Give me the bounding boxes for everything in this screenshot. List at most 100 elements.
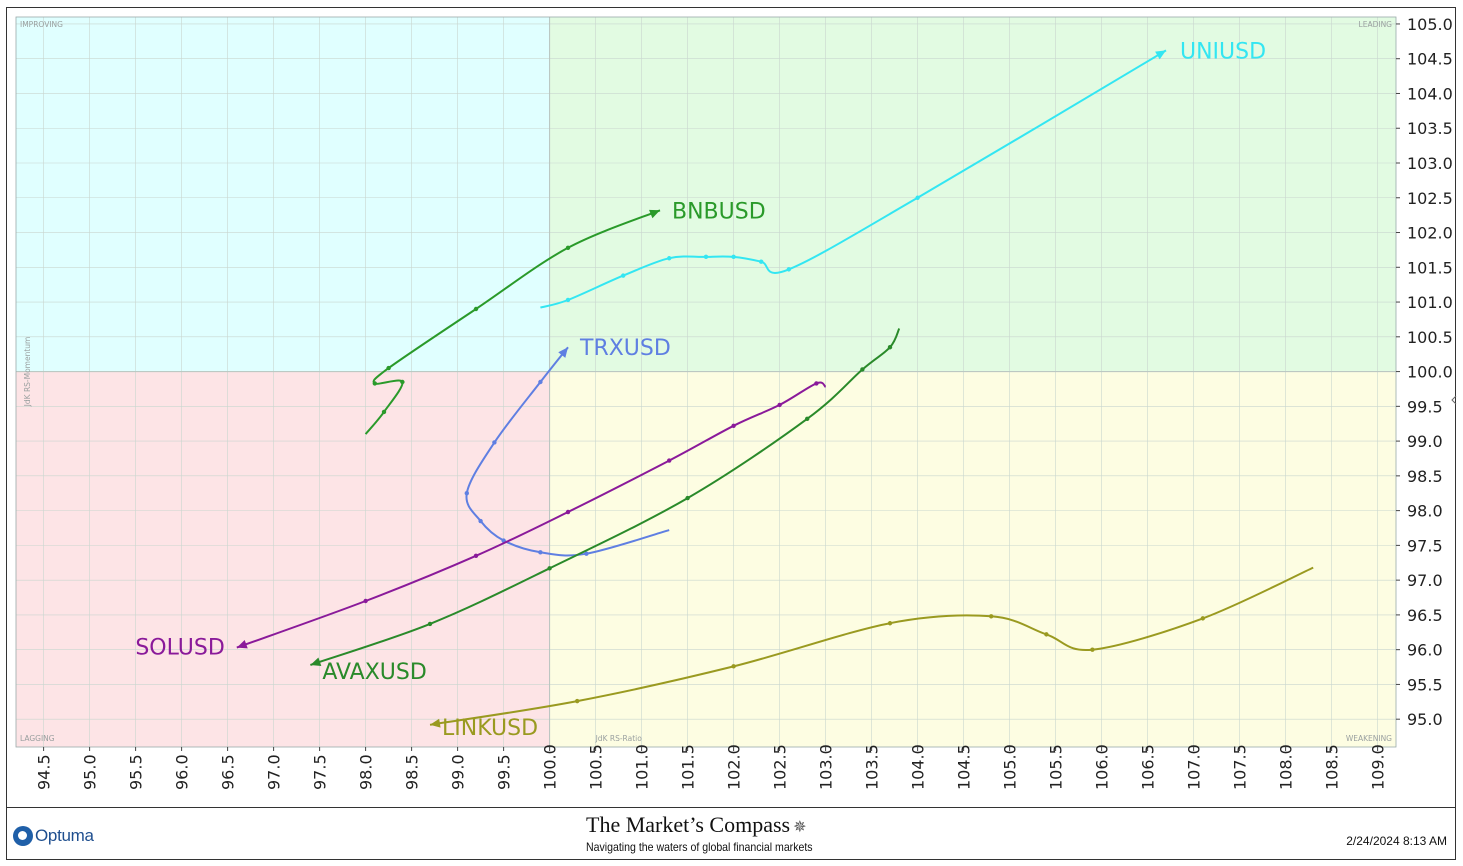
y-tick-label: 96.5 (1407, 606, 1443, 625)
y-tick-label: 101.0 (1407, 293, 1453, 312)
series-label-bnbusd: BNBUSD (672, 199, 766, 224)
y-axis-title: JdK RS-Momentum (23, 337, 32, 408)
series-point-bnbusd (386, 365, 391, 371)
series-avaxusd: AVAXUSD (310, 328, 901, 685)
series-label-solusd: SOLUSD (135, 636, 224, 661)
series-point-linkusd (887, 621, 893, 626)
series-point-trxusd (538, 379, 543, 385)
y-tick-label: 101.5 (1407, 258, 1453, 277)
x-tick-label: 95.0 (81, 754, 100, 790)
quadrant-leading (549, 17, 1396, 372)
y-tick-label: 105.0 (1407, 15, 1453, 34)
x-tick-label: 99.5 (495, 754, 514, 790)
series-point-avaxusd (887, 345, 893, 350)
series-solusd: SOLUSD (135, 381, 827, 661)
series-point-avaxusd (805, 416, 810, 422)
quadrant-label-lagging: LAGGING (20, 734, 55, 743)
series-point-avaxusd (547, 566, 552, 571)
y-tick-label: 102.0 (1407, 224, 1453, 243)
series-point-trxusd (464, 491, 469, 496)
y-tick-label: 103.0 (1407, 154, 1453, 173)
series-point-avaxusd (685, 495, 690, 501)
x-tick-label: 107.5 (1231, 744, 1250, 790)
series-arrowhead-uniusd (1155, 50, 1166, 60)
y-tick-label: 95.0 (1407, 710, 1443, 729)
x-tick-label: 94.5 (35, 754, 54, 790)
series-uniusd: UNIUSD (540, 39, 1266, 309)
series-point-trxusd (584, 551, 589, 556)
x-tick-label: 108.0 (1277, 744, 1296, 790)
x-tick-label: 106.0 (1093, 744, 1112, 790)
x-tick-label: 99.0 (449, 754, 468, 790)
x-tick-label: 105.0 (1001, 744, 1020, 790)
series-point-avaxusd (427, 621, 433, 627)
x-tick-label: 95.5 (127, 754, 146, 790)
x-tick-label: 108.5 (1323, 744, 1342, 790)
plot-border (15, 16, 1397, 748)
brand-title: The Market’s Compass (586, 812, 791, 837)
x-tick-label: 100.0 (541, 744, 560, 790)
series-point-linkusd (1044, 632, 1049, 637)
series-bnbusd: BNBUSD (364, 199, 766, 435)
series-point-bnbusd (400, 379, 405, 385)
x-tick-label: 107.0 (1185, 744, 1204, 790)
series-point-trxusd (492, 440, 497, 445)
rrg-chart: IMPROVING LEADING LAGGING WEAKENING JdK RS-R… (15, 15, 1457, 790)
x-tick-label: 103.0 (817, 744, 836, 790)
series-point-solusd (667, 458, 672, 463)
series-point-solusd (814, 381, 819, 386)
series-arrowhead-solusd (236, 639, 248, 649)
optuma-logo-icon (13, 826, 33, 846)
x-tick-label: 101.5 (679, 744, 698, 790)
series-point-trxusd (478, 518, 483, 524)
grid-lines (16, 17, 1396, 747)
x-axis-title: JdK RS-Ratio (595, 734, 643, 743)
x-tick-label: 103.5 (863, 744, 882, 790)
series-point-bnbusd (372, 381, 377, 386)
y-tick-label: 100.5 (1407, 328, 1453, 347)
series-line-uniusd (540, 49, 1167, 309)
x-tick-label: 98.5 (403, 754, 422, 790)
series-arrowhead-trxusd (558, 347, 568, 358)
series-point-avaxusd (860, 367, 865, 372)
y-tick-label: 97.0 (1407, 571, 1443, 590)
y-tick-label: 96.0 (1407, 641, 1443, 660)
series-label-avaxusd: AVAXUSD (322, 660, 426, 685)
x-tick-label: 104.0 (909, 744, 928, 790)
y-tick-label: 102.5 (1407, 189, 1453, 208)
quadrant-weakening (549, 371, 1396, 747)
x-tick-label: 109.0 (1369, 744, 1388, 790)
series-point-uniusd (915, 195, 920, 200)
y-tick-label: 103.5 (1407, 119, 1453, 138)
y-tick-label: 97.5 (1407, 536, 1443, 555)
y-tick-label: 104.5 (1407, 50, 1453, 69)
optuma-logo: Optuma (13, 826, 94, 846)
x-tick-label: 100.5 (587, 744, 606, 790)
y-tick-label: 104.0 (1407, 84, 1453, 103)
x-tick-label: 96.0 (173, 754, 192, 790)
y-tick-label: 99.5 (1407, 397, 1443, 416)
series-point-linkusd (1090, 647, 1095, 652)
series-arrowhead-linkusd (430, 718, 441, 728)
y-tick-label: 95.5 (1407, 675, 1443, 694)
series-point-uniusd (621, 273, 626, 278)
x-tick-label: 96.5 (219, 754, 238, 790)
x-tick-label: 102.5 (771, 744, 790, 790)
series-point-uniusd (565, 297, 571, 303)
series-point-solusd (473, 553, 479, 559)
series-point-uniusd (667, 256, 672, 261)
x-tick-label: 101.0 (633, 744, 652, 790)
y-tick-label: 99.0 (1407, 432, 1443, 451)
series-linkusd: LINKUSD (429, 566, 1314, 741)
series-arrowhead-avaxusd (310, 657, 322, 666)
footer-divider (7, 807, 1455, 808)
series-point-uniusd (703, 254, 709, 260)
series-line-linkusd (429, 566, 1314, 726)
optuma-logo-text: Optuma (35, 826, 94, 845)
series-point-bnbusd (381, 409, 387, 415)
y-tick-label: 100.0 (1407, 363, 1453, 382)
x-tick-label: 97.5 (311, 754, 330, 790)
x-tick-label: 102.0 (725, 744, 744, 790)
compass-icon: ✵ (793, 819, 807, 836)
series-label-trxusd: TRXUSD (579, 336, 671, 361)
